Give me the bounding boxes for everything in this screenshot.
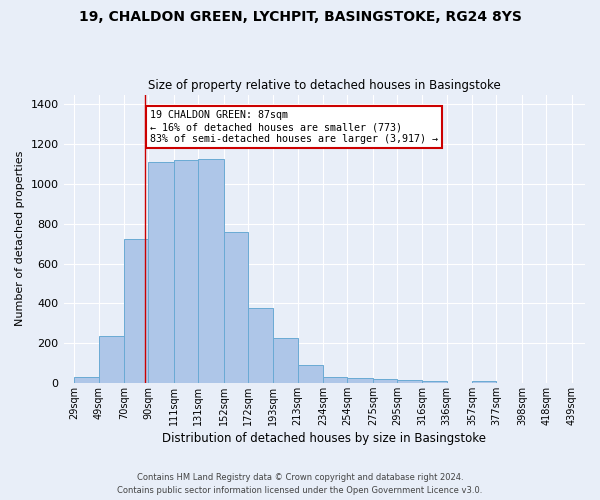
Text: Contains HM Land Registry data © Crown copyright and database right 2024.
Contai: Contains HM Land Registry data © Crown c… [118, 474, 482, 495]
Bar [323, 377, 347, 383]
Bar [347, 378, 373, 383]
Bar [198, 159, 224, 383]
Bar [422, 381, 447, 383]
Text: 19, CHALDON GREEN, LYCHPIT, BASINGSTOKE, RG24 8YS: 19, CHALDON GREEN, LYCHPIT, BASINGSTOKE,… [79, 10, 521, 24]
Bar [224, 232, 248, 383]
Bar [99, 336, 124, 383]
Bar [274, 338, 298, 383]
Bar [248, 308, 274, 383]
Bar [174, 160, 198, 383]
Bar [124, 238, 148, 383]
Bar [373, 379, 397, 383]
X-axis label: Distribution of detached houses by size in Basingstoke: Distribution of detached houses by size … [162, 432, 486, 445]
Bar [397, 380, 422, 383]
Bar [472, 381, 496, 383]
Bar [298, 365, 323, 383]
Y-axis label: Number of detached properties: Number of detached properties [15, 151, 25, 326]
Title: Size of property relative to detached houses in Basingstoke: Size of property relative to detached ho… [148, 79, 500, 92]
Bar [148, 162, 174, 383]
Text: 19 CHALDON GREEN: 87sqm
← 16% of detached houses are smaller (773)
83% of semi-d: 19 CHALDON GREEN: 87sqm ← 16% of detache… [149, 110, 437, 144]
Bar [74, 377, 99, 383]
